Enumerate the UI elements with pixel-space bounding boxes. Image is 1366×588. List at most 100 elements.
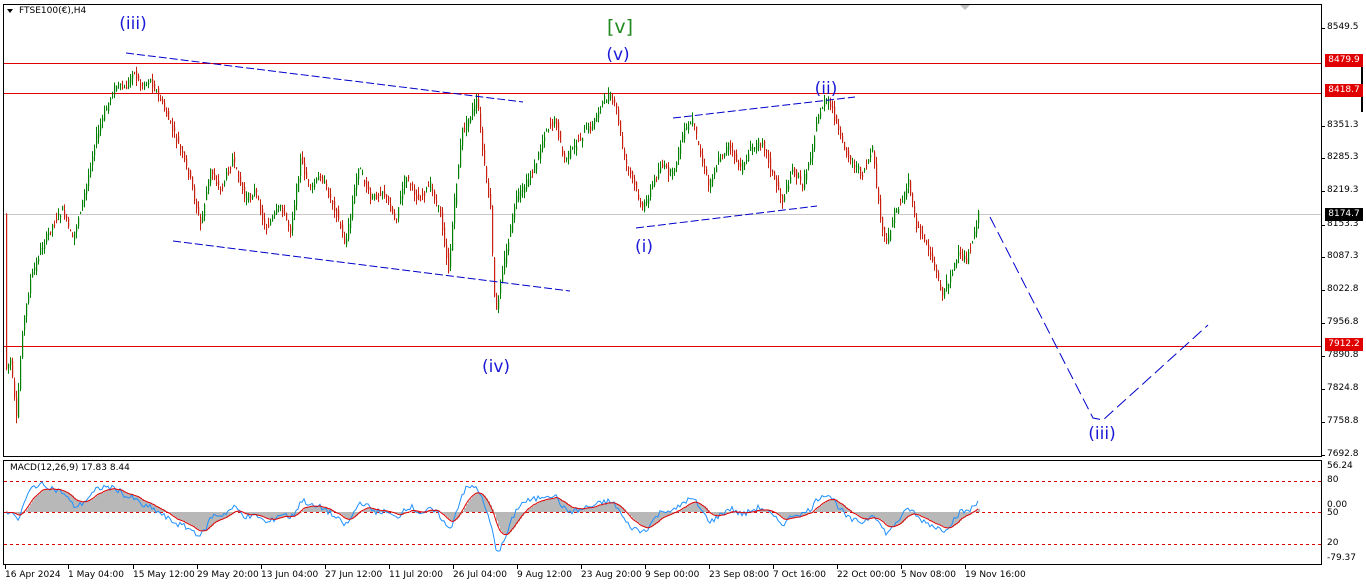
macd-histogram-bar bbox=[198, 512, 200, 530]
candle-body bbox=[450, 247, 452, 268]
price-tick-label: 7824.8 bbox=[1327, 383, 1359, 393]
candle-body bbox=[824, 99, 826, 107]
macd-histogram-bar bbox=[158, 507, 160, 512]
macd-histogram-bar bbox=[570, 505, 572, 512]
macd-histogram-bar bbox=[794, 512, 796, 518]
candle-body bbox=[586, 128, 588, 130]
candle-body bbox=[706, 169, 708, 176]
candle-body bbox=[658, 169, 660, 179]
candle-body bbox=[900, 202, 902, 205]
macd-histogram-bar bbox=[196, 512, 198, 529]
macd-histogram-bar bbox=[764, 510, 766, 512]
macd-histogram-bar bbox=[948, 512, 950, 528]
macd-histogram-bar bbox=[704, 506, 706, 512]
candle-body bbox=[890, 230, 892, 241]
candle-body bbox=[510, 225, 512, 237]
candle-body bbox=[522, 186, 524, 193]
macd-histogram-bar bbox=[558, 497, 560, 512]
candle-body bbox=[148, 82, 150, 85]
candle-body bbox=[678, 147, 680, 161]
candle-body bbox=[734, 151, 736, 160]
candle-body bbox=[552, 121, 554, 126]
candle-body bbox=[234, 157, 236, 163]
candle-body bbox=[464, 128, 466, 130]
macd-histogram-bar bbox=[542, 500, 544, 512]
candle-body bbox=[230, 167, 232, 169]
macd-histogram-bar bbox=[876, 512, 878, 519]
macd-histogram-bar bbox=[178, 512, 180, 520]
macd-histogram-bar bbox=[656, 512, 658, 524]
macd-histogram-bar bbox=[964, 512, 966, 518]
macd-histogram-bar bbox=[396, 512, 398, 514]
macd-histogram-bar bbox=[912, 512, 914, 515]
candle-body bbox=[222, 187, 224, 189]
candle-body bbox=[772, 170, 774, 174]
price-tick-label: 7956.8 bbox=[1327, 317, 1359, 327]
macd-histogram-bar bbox=[974, 511, 976, 513]
candle-body bbox=[862, 174, 864, 177]
macd-histogram-bar bbox=[116, 489, 118, 512]
candle-body bbox=[110, 98, 112, 100]
macd-histogram-bar bbox=[66, 491, 68, 512]
candle-body bbox=[16, 397, 18, 417]
candle-body bbox=[560, 131, 562, 143]
trendline-lower-2 bbox=[635, 205, 818, 229]
trendline-upper-1 bbox=[125, 52, 524, 103]
candle-body bbox=[420, 199, 422, 201]
candle-body bbox=[566, 157, 568, 160]
macd-histogram-bar bbox=[690, 504, 692, 512]
macd-histogram-bar bbox=[142, 499, 144, 512]
scroll-marker-icon[interactable] bbox=[960, 5, 970, 10]
macd-histogram-bar bbox=[940, 512, 942, 525]
candle-body bbox=[524, 187, 526, 194]
candle-body bbox=[438, 205, 440, 207]
time-tick-label: 5 Nov 08:00 bbox=[901, 570, 956, 580]
candle-body bbox=[394, 212, 396, 219]
candle-body bbox=[534, 164, 536, 173]
candle-body bbox=[918, 226, 920, 228]
time-tick-label: 9 Aug 12:00 bbox=[517, 570, 572, 580]
candle-body bbox=[498, 298, 500, 310]
macd-histogram-bar bbox=[588, 507, 590, 512]
candle-body bbox=[664, 165, 666, 167]
candle-body bbox=[576, 146, 578, 151]
macd-histogram-bar bbox=[712, 512, 714, 514]
candle-body bbox=[280, 205, 282, 207]
dropdown-triangle-icon[interactable] bbox=[7, 9, 13, 13]
macd-histogram-bar bbox=[112, 489, 114, 512]
candle-body bbox=[8, 364, 10, 368]
candle-body bbox=[66, 216, 68, 219]
candle-body bbox=[882, 217, 884, 231]
macd-histogram-bar bbox=[410, 511, 412, 513]
candle-body bbox=[422, 193, 424, 196]
candle-body bbox=[910, 181, 912, 195]
candle-body bbox=[20, 360, 22, 390]
candle-body bbox=[446, 245, 448, 259]
candle-body bbox=[330, 193, 332, 198]
symbol-header[interactable]: FTSE100(€),H4 bbox=[7, 6, 86, 16]
macd-histogram-bar bbox=[662, 512, 664, 519]
macd-histogram-bar bbox=[486, 498, 488, 512]
candle-body bbox=[582, 137, 584, 142]
candle-body bbox=[12, 361, 14, 377]
candle-body bbox=[456, 183, 458, 205]
candle-body bbox=[118, 84, 120, 86]
candle-body bbox=[894, 209, 896, 224]
candle-body bbox=[520, 190, 522, 197]
macd-signal-line bbox=[5, 488, 979, 536]
candle-body bbox=[942, 287, 944, 296]
candle-body bbox=[400, 195, 402, 204]
candle-body bbox=[6, 213, 8, 369]
candle-body bbox=[398, 207, 400, 219]
candle-body bbox=[382, 191, 384, 194]
macd-histogram-bar bbox=[268, 512, 270, 519]
candle-body bbox=[132, 73, 134, 79]
time-tick-label: 26 Jul 04:00 bbox=[453, 570, 507, 580]
candle-body bbox=[884, 227, 886, 236]
candle-body bbox=[830, 102, 832, 108]
macd-histogram-bar bbox=[76, 499, 78, 512]
macd-histogram-bar bbox=[494, 512, 496, 515]
candle-body bbox=[762, 143, 764, 145]
